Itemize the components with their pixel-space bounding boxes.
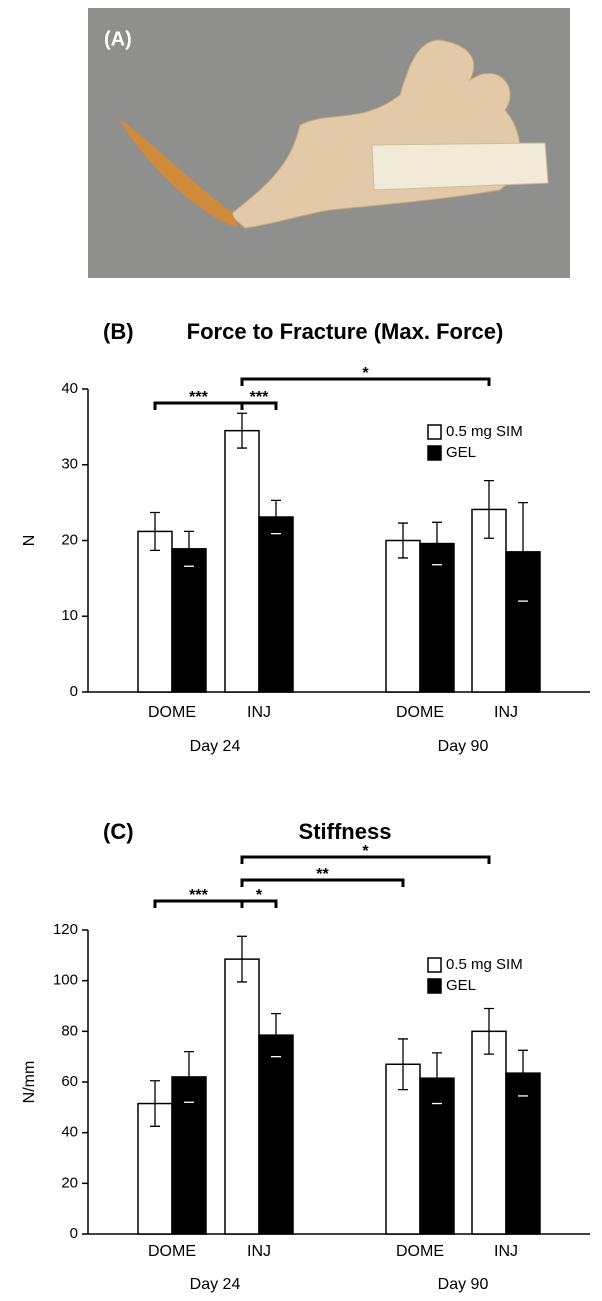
incisor <box>118 118 238 228</box>
significance-label: ** <box>316 866 329 883</box>
y-tick-label: 20 <box>61 1174 78 1191</box>
error-bar <box>484 480 494 539</box>
panel-label: (A) <box>104 28 132 50</box>
y-axis-label: N/mm <box>21 1061 38 1104</box>
error-bar <box>398 1038 408 1091</box>
significance-bracket <box>240 377 491 386</box>
bar <box>419 542 455 693</box>
bar <box>385 539 421 693</box>
bar <box>385 1063 421 1235</box>
x-tick-label: DOME <box>148 1243 196 1260</box>
x-tick-label: DOME <box>396 1243 444 1260</box>
chart-title: Force to Fracture (Max. Force) <box>187 319 504 344</box>
legend-label: 0.5 mg SIM <box>446 956 523 973</box>
y-axis-label: N <box>21 535 38 547</box>
legend-label: GEL <box>446 977 476 994</box>
x-tick-label: DOME <box>148 704 196 721</box>
bar <box>171 548 207 693</box>
bar <box>258 1034 294 1235</box>
significance-label: *** <box>189 389 208 406</box>
y-tick-label: 0 <box>70 1225 78 1242</box>
significance-label: * <box>362 843 369 860</box>
x-tick-label: DOME <box>396 704 444 721</box>
x-tick-label: INJ <box>494 1243 518 1260</box>
y-tick-label: 30 <box>61 456 78 473</box>
y-tick-label: 0 <box>70 683 78 700</box>
significance-bracket <box>240 401 278 410</box>
y-tick-label: 40 <box>61 1124 78 1141</box>
error-bar <box>237 412 247 449</box>
bar <box>171 1076 207 1235</box>
significance-bracket <box>240 878 405 887</box>
legend-swatch <box>427 424 442 440</box>
y-tick-label: 100 <box>53 972 78 989</box>
significance-label: * <box>362 365 369 382</box>
bar <box>505 1072 541 1235</box>
legend-label: 0.5 mg SIM <box>446 423 523 440</box>
group-label: Day 24 <box>190 738 241 755</box>
group-label: Day 24 <box>190 1276 241 1293</box>
x-tick-label: INJ <box>247 704 271 721</box>
legend-swatch <box>427 978 442 994</box>
bar <box>224 429 260 693</box>
significance-bracket <box>240 899 278 908</box>
error-bar <box>150 511 160 551</box>
chart-title: Stiffness <box>299 819 392 844</box>
y-tick-label: 20 <box>61 531 78 548</box>
significance-label: *** <box>189 887 208 904</box>
group-label: Day 90 <box>438 738 489 755</box>
significance-bracket <box>240 855 491 864</box>
group-label: Day 90 <box>438 1276 489 1293</box>
legend-swatch <box>427 445 442 461</box>
error-bar <box>398 522 408 559</box>
bar <box>471 1030 507 1235</box>
implant-block <box>371 142 549 191</box>
y-tick-label: 80 <box>61 1022 78 1039</box>
x-tick-label: INJ <box>247 1243 271 1260</box>
significance-label: * <box>256 887 263 904</box>
photo: (A) <box>88 8 570 278</box>
error-bar <box>150 1080 160 1127</box>
panel-label: (B) <box>103 319 134 344</box>
y-tick-label: 10 <box>61 607 78 624</box>
significance-label: *** <box>250 389 269 406</box>
y-tick-label: 60 <box>61 1073 78 1090</box>
bar <box>258 516 294 693</box>
panel-label: (C) <box>103 819 134 844</box>
error-bar <box>237 935 247 983</box>
legend-label: GEL <box>446 444 476 461</box>
error-bar <box>484 1007 494 1055</box>
bar <box>224 958 260 1235</box>
y-tick-label: 40 <box>61 380 78 397</box>
legend-swatch <box>427 957 442 973</box>
x-tick-label: INJ <box>494 704 518 721</box>
bar <box>137 530 173 693</box>
y-tick-label: 120 <box>53 921 78 938</box>
